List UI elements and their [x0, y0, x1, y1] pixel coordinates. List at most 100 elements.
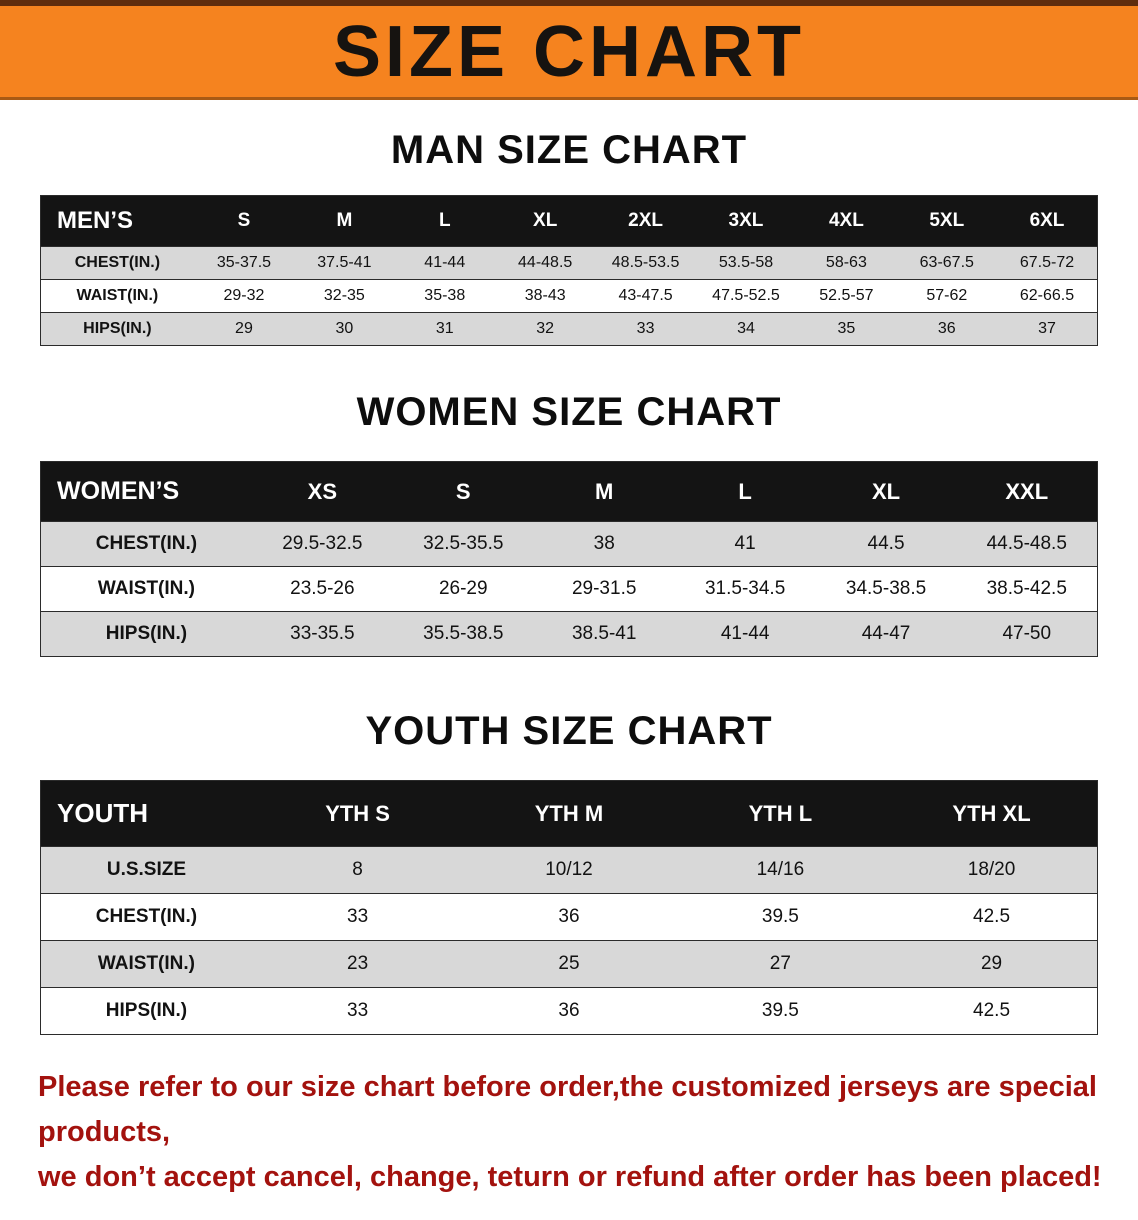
size-column-header: L	[394, 195, 495, 247]
size-value-cell: 29.5-32.5	[282, 533, 363, 554]
size-value-cell: 47.5-52.5	[712, 287, 780, 304]
measurement-label: WAIST(IN.)	[76, 287, 159, 304]
size-column-header: XS	[251, 461, 393, 522]
measurement-label: CHEST(IN.)	[95, 906, 198, 927]
size-value-cell: 41-44	[424, 254, 466, 271]
size-value-cell: 62-66.5	[1019, 287, 1075, 304]
size-value-cell: 35-38	[424, 287, 466, 304]
measurement-row: HIPS(IN.) 29 30 31 32 33 34 35 36 37	[40, 312, 1098, 346]
youth-size-table: YOUTH YTH S YTH M YTH L YTH XL U.S.SIZE 8 10/12…	[40, 780, 1098, 1035]
size-value-cell: 33-35.5	[290, 623, 355, 644]
measurement-row: HIPS(IN.) 33-35.5 35.5-38.5 38.5-41 41-44 44-…	[40, 611, 1098, 657]
disclaimer-note: Please refer to our size chart before or…	[0, 1065, 1138, 1220]
measurement-label: HIPS(IN.)	[105, 623, 188, 644]
size-value-cell: 29-31.5	[571, 578, 637, 599]
measurement-row: WAIST(IN.) 29-32 32-35 35-38 38-43 43-47.5 47.…	[40, 279, 1098, 313]
size-value-cell: 23.5-26	[290, 578, 355, 599]
size-value-cell: 38.5-41	[571, 623, 637, 644]
size-value-cell: 30	[335, 320, 354, 337]
size-value-cell: 34.5-38.5	[845, 578, 927, 599]
disclaimer-line-2: we don’t accept cancel, change, teturn o…	[38, 1160, 1102, 1193]
size-value-cell: 35-37.5	[216, 254, 272, 271]
size-value-cell: 36	[558, 906, 580, 927]
size-column-header: 3XL	[695, 195, 797, 247]
size-value-cell: 63-67.5	[919, 254, 974, 271]
size-value-cell: 48.5-53.5	[611, 254, 680, 271]
size-value-cell: 23	[347, 953, 369, 974]
size-value-cell: 29	[235, 320, 253, 337]
size-value-cell: 10/12	[545, 859, 593, 880]
size-value-cell: 39.5	[761, 906, 799, 927]
size-value-cell: 35.5-38.5	[423, 623, 504, 644]
size-value-cell: 44-48.5	[518, 254, 573, 271]
size-value-cell: 37	[1038, 320, 1056, 337]
size-value-cell: 36	[558, 1000, 580, 1021]
size-value-cell: 25	[558, 953, 580, 974]
measurement-row: U.S.SIZE 8 10/12 14/16 18/20	[40, 846, 1098, 894]
size-value-cell: 52.5-57	[819, 287, 874, 304]
size-column-header: YTH S	[251, 780, 464, 847]
size-value-cell: 32.5-35.5	[423, 533, 504, 554]
measurement-label: WAIST(IN.)	[97, 953, 195, 974]
size-column-header: YTH L	[674, 780, 887, 847]
size-value-cell: 47-50	[1002, 623, 1052, 644]
men-section-heading: MAN SIZE CHART	[390, 128, 748, 172]
men-size-section: MAN SIZE CHART MEN’S S M L XL 2XL 3XL 4XL 5XL 6XL…	[0, 128, 1138, 346]
size-value-cell: 44-47	[861, 623, 911, 644]
size-value-cell: 38-43	[524, 287, 566, 304]
size-value-cell: 37.5-41	[317, 254, 372, 271]
women-size-section: WOMEN SIZE CHART WOMEN’S XS S M L XL XXL CHEST(…	[0, 390, 1138, 657]
size-value-cell: 18/20	[967, 859, 1016, 880]
measurement-label: CHEST(IN.)	[74, 254, 161, 271]
size-value-cell: 33	[347, 906, 369, 927]
size-value-cell: 8	[352, 859, 363, 880]
table-group-label: WOMEN’S	[40, 461, 252, 522]
size-column-header: 6XL	[997, 195, 1098, 247]
size-value-cell: 41-44	[720, 623, 770, 644]
measurement-row: HIPS(IN.) 33 36 39.5 42.5	[40, 987, 1098, 1035]
measurement-row: CHEST(IN.) 29.5-32.5 32.5-35.5 38 41 44.5 44.5…	[40, 521, 1098, 567]
size-value-cell: 36	[937, 320, 956, 337]
women-size-table: WOMEN’S XS S M L XL XXL CHEST(IN.) 29.5-32.5 32.5…	[40, 461, 1098, 657]
size-column-header: 4XL	[796, 195, 897, 247]
disclaimer-line-1: Please refer to our size chart before or…	[38, 1071, 1097, 1148]
youth-size-section: YOUTH SIZE CHART YOUTH YTH S YTH M YTH L YTH…	[0, 709, 1138, 1035]
measurement-label: U.S.SIZE	[106, 859, 187, 880]
size-column-header: M	[533, 461, 675, 522]
size-header-row: MEN’S S M L XL 2XL 3XL 4XL 5XL 6XL	[40, 195, 1098, 247]
measurement-row: CHEST(IN.) 33 36 39.5 42.5	[40, 893, 1098, 941]
size-value-cell: 29-32	[223, 287, 265, 304]
measurement-label: HIPS(IN.)	[83, 320, 152, 337]
size-column-header: XL	[494, 195, 596, 247]
size-column-header: YTH XL	[886, 780, 1098, 847]
size-value-cell: 14/16	[756, 859, 805, 880]
measurement-row: CHEST(IN.) 35-37.5 37.5-41 41-44 44-48.5 48.5…	[40, 246, 1098, 280]
size-value-cell: 43-47.5	[618, 287, 673, 304]
size-value-cell: 38.5-42.5	[986, 578, 1067, 599]
size-column-header: S	[193, 195, 295, 247]
size-value-cell: 58-63	[825, 254, 867, 271]
size-value-cell: 27	[769, 953, 791, 974]
size-value-cell: 32-35	[323, 287, 365, 304]
size-chart-banner: SIZE CHART	[0, 0, 1138, 100]
size-column-header: XXL	[956, 461, 1098, 522]
size-value-cell: 32	[536, 320, 555, 337]
size-column-header: YTH M	[463, 780, 675, 847]
size-value-cell: 57-62	[926, 287, 968, 304]
banner-title: SIZE CHART	[333, 11, 805, 92]
size-value-cell: 31.5-34.5	[704, 578, 786, 599]
size-column-header: XL	[815, 461, 957, 522]
table-group-label: YOUTH	[40, 780, 252, 847]
youth-section-heading: YOUTH SIZE CHART	[365, 709, 773, 753]
size-value-cell: 42.5	[973, 906, 1011, 927]
size-value-cell: 33	[636, 320, 655, 337]
size-value-cell: 67.5-72	[1019, 254, 1075, 271]
women-section-heading: WOMEN SIZE CHART	[356, 390, 782, 434]
measurement-row: WAIST(IN.) 23 25 27 29	[40, 940, 1098, 988]
size-value-cell: 33	[347, 1000, 369, 1021]
size-value-cell: 26-29	[438, 578, 488, 599]
table-group-label: MEN’S	[40, 195, 194, 247]
size-header-row: YOUTH YTH S YTH M YTH L YTH XL	[40, 780, 1098, 847]
size-column-header: S	[392, 461, 534, 522]
size-value-cell: 44.5-48.5	[986, 533, 1067, 554]
